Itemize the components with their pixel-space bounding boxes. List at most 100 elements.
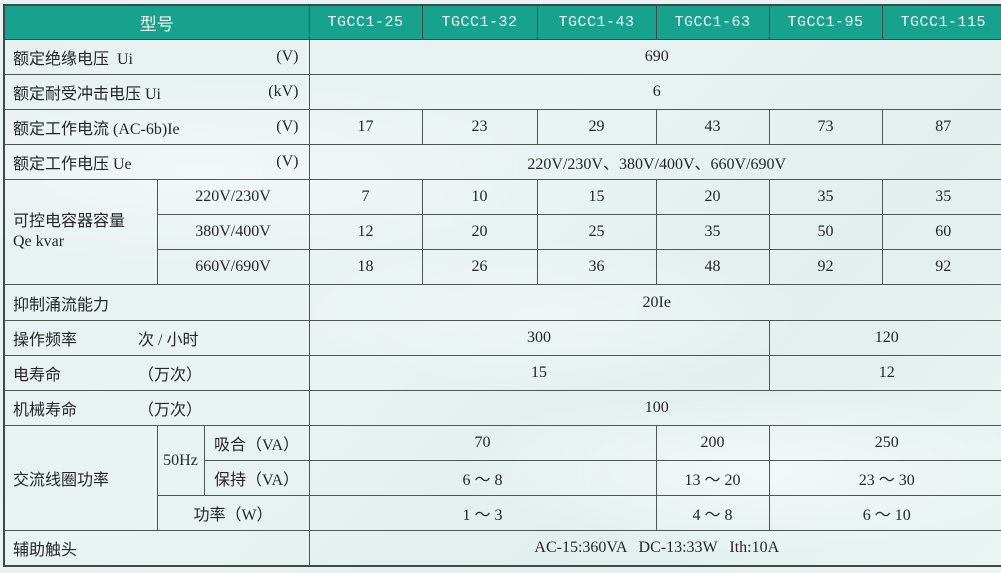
value-holding-1: 13 ～ 20 — [655, 460, 770, 497]
row-op-frequency: 操作频率 次 / 小时 300 120 — [3, 319, 1001, 356]
row-coil-power: 功率（W） 1 ～ 3 4 ～ 8 6 ～ 10 — [4, 495, 1001, 532]
label-text: 额定耐受冲击电压 Ui — [13, 85, 162, 103]
value-current-2: 29 — [536, 108, 657, 145]
label-subtext: Qe kvar — [13, 233, 65, 251]
value-elec-life-right: 12 — [768, 354, 1001, 391]
model-header-tgcc1-43: TGCC1-43 — [536, 4, 657, 40]
sublabel-220v: 220V/230V — [156, 179, 310, 216]
unit-text: 次 / 小时 — [138, 331, 199, 349]
label-text: 操作频率 — [13, 331, 78, 349]
value-pickup-2: 250 — [768, 424, 1001, 462]
value-cap220-4: 35 — [768, 179, 883, 216]
spec-table: 型号 TGCC1-25 TGCC1-32 TGCC1-43 TGCC1-63 T… — [3, 4, 1001, 567]
label-text: 额定工作电压 Ue — [13, 156, 132, 174]
row-label-current: 额定工作电流 (AC-6b)Ie (V) — [3, 108, 310, 145]
value-aux: AC-15:360VA DC-13:33W Ith:10A — [308, 530, 1001, 567]
label-text: 额定工作电流 (AC-6b)Ie — [13, 120, 180, 138]
value-cap660-4: 92 — [768, 249, 883, 286]
model-column-header: 型号 — [3, 4, 310, 40]
row-capacitor-380: 380V/400V 12 20 25 35 50 60 — [4, 214, 1001, 251]
value-mech-life: 100 — [308, 389, 1001, 426]
value-inrush: 20Ie — [308, 284, 1001, 321]
value-op-freq-left: 300 — [308, 319, 770, 356]
row-label-capacitor: 可控电容器容量 Qe kvar — [3, 179, 158, 286]
value-cap660-3: 48 — [655, 249, 770, 286]
model-header-tgcc1-63: TGCC1-63 — [655, 4, 770, 40]
value-current-3: 43 — [655, 108, 770, 145]
value-insulation: 690 — [308, 38, 1001, 75]
row-label-insulation: 额定绝缘电压 Ui (V) — [3, 38, 310, 75]
value-current-5: 87 — [881, 108, 1001, 145]
value-cap380-2: 25 — [536, 214, 657, 251]
sublabel-holding: 保持（VA） — [203, 460, 310, 497]
row-label-op-frequency: 操作频率 次 / 小时 — [3, 319, 310, 356]
value-op-freq-right: 120 — [768, 319, 1001, 356]
row-inrush: 抑制涌流能力 20Ie — [3, 284, 1001, 321]
model-header-tgcc1-32: TGCC1-32 — [421, 4, 538, 40]
label-text: 辅助触头 — [13, 542, 78, 560]
row-label-aux: 辅助触头 — [3, 530, 310, 567]
row-label-coil: 交流线圈功率 — [3, 424, 158, 532]
sublabel-pickup: 吸合（VA） — [203, 424, 310, 462]
value-power-0: 1 ～ 3 — [308, 495, 657, 532]
value-power-2: 6 ～ 10 — [768, 495, 1001, 532]
value-cap660-0: 18 — [308, 249, 423, 286]
value-cap380-1: 20 — [421, 214, 538, 251]
sublabel-660v: 660V/690V — [156, 249, 310, 286]
unit-text: (V) — [276, 47, 299, 65]
value-cap220-3: 20 — [655, 179, 770, 216]
row-operational-current: 额定工作电流 (AC-6b)Ie (V) 17 23 29 43 73 87 — [3, 108, 1001, 145]
table-header-row: 型号 TGCC1-25 TGCC1-32 TGCC1-43 TGCC1-63 T… — [3, 4, 1001, 40]
value-current-4: 73 — [768, 108, 883, 145]
label-text: 抑制涌流能力 — [13, 296, 110, 314]
value-power-1: 4 ～ 8 — [655, 495, 770, 532]
model-label: 型号 — [139, 14, 174, 34]
row-capacitor-220: 可控电容器容量 Qe kvar 220V/230V 7 10 15 20 35 … — [3, 179, 1001, 286]
unit-text: (V) — [276, 117, 299, 135]
value-cap380-5: 60 — [881, 214, 1001, 251]
coil-frequency: 50Hz — [156, 424, 205, 497]
value-holding-2: 23 ～ 30 — [768, 460, 1001, 497]
value-cap660-5: 92 — [881, 249, 1001, 286]
row-label-voltage: 额定工作电压 Ue (V) — [3, 143, 310, 181]
label-text: 机械寿命 — [13, 401, 78, 419]
value-current-0: 17 — [308, 108, 423, 145]
row-capacitor-660: 660V/690V 18 26 36 48 92 92 — [4, 249, 1001, 286]
value-elec-life-left: 15 — [308, 354, 770, 391]
row-label-impulse: 额定耐受冲击电压 Ui (kV) — [3, 73, 310, 110]
value-pickup-0: 70 — [308, 424, 657, 462]
sublabel-380v: 380V/400V — [156, 214, 310, 251]
label-text: 可控电容器容量 — [13, 213, 126, 231]
model-header-tgcc1-115: TGCC1-115 — [881, 4, 1001, 40]
row-mechanical-life: 机械寿命 （万次） 100 — [3, 389, 1001, 426]
row-coil-holding: 保持（VA） 6 ～ 8 13 ～ 20 23 ～ 30 — [4, 460, 1001, 497]
sublabel-power: 功率（W） — [156, 495, 310, 532]
row-label-mechanical-life: 机械寿命 （万次） — [3, 389, 310, 426]
model-header-tgcc1-95: TGCC1-95 — [768, 4, 883, 40]
value-cap220-2: 15 — [536, 179, 657, 216]
unit-text: （万次） — [138, 401, 203, 419]
value-cap380-3: 35 — [655, 214, 770, 251]
row-coil-pickup: 交流线圈功率 50Hz 吸合（VA） 70 200 250 — [3, 424, 1001, 532]
row-label-inrush: 抑制涌流能力 — [3, 284, 310, 321]
value-cap660-2: 36 — [536, 249, 657, 286]
label-text: 交流线圈功率 — [13, 472, 110, 490]
label-text: 额定绝缘电压 Ui — [13, 50, 134, 68]
row-aux-contacts: 辅助触头 AC-15:360VA DC-13:33W Ith:10A — [3, 530, 1001, 567]
value-cap220-5: 35 — [881, 179, 1001, 216]
value-current-1: 23 — [421, 108, 538, 145]
model-header-tgcc1-25: TGCC1-25 — [308, 4, 423, 40]
value-holding-0: 6 ～ 8 — [308, 460, 657, 497]
unit-text: (kV) — [268, 82, 299, 100]
row-impulse-voltage: 额定耐受冲击电压 Ui (kV) 6 — [3, 73, 1001, 110]
value-voltage: 220V/230V、380V/400V、660V/690V — [308, 143, 1001, 181]
value-cap380-4: 50 — [768, 214, 883, 251]
value-cap220-1: 10 — [421, 179, 538, 216]
row-operational-voltage: 额定工作电压 Ue (V) 220V/230V、380V/400V、660V/69… — [3, 143, 1001, 181]
value-cap220-0: 7 — [308, 179, 423, 216]
row-label-electrical-life: 电寿命 （万次） — [3, 354, 310, 391]
value-cap660-1: 26 — [421, 249, 538, 286]
unit-text: （万次） — [138, 366, 203, 384]
value-impulse: 6 — [308, 73, 1001, 110]
